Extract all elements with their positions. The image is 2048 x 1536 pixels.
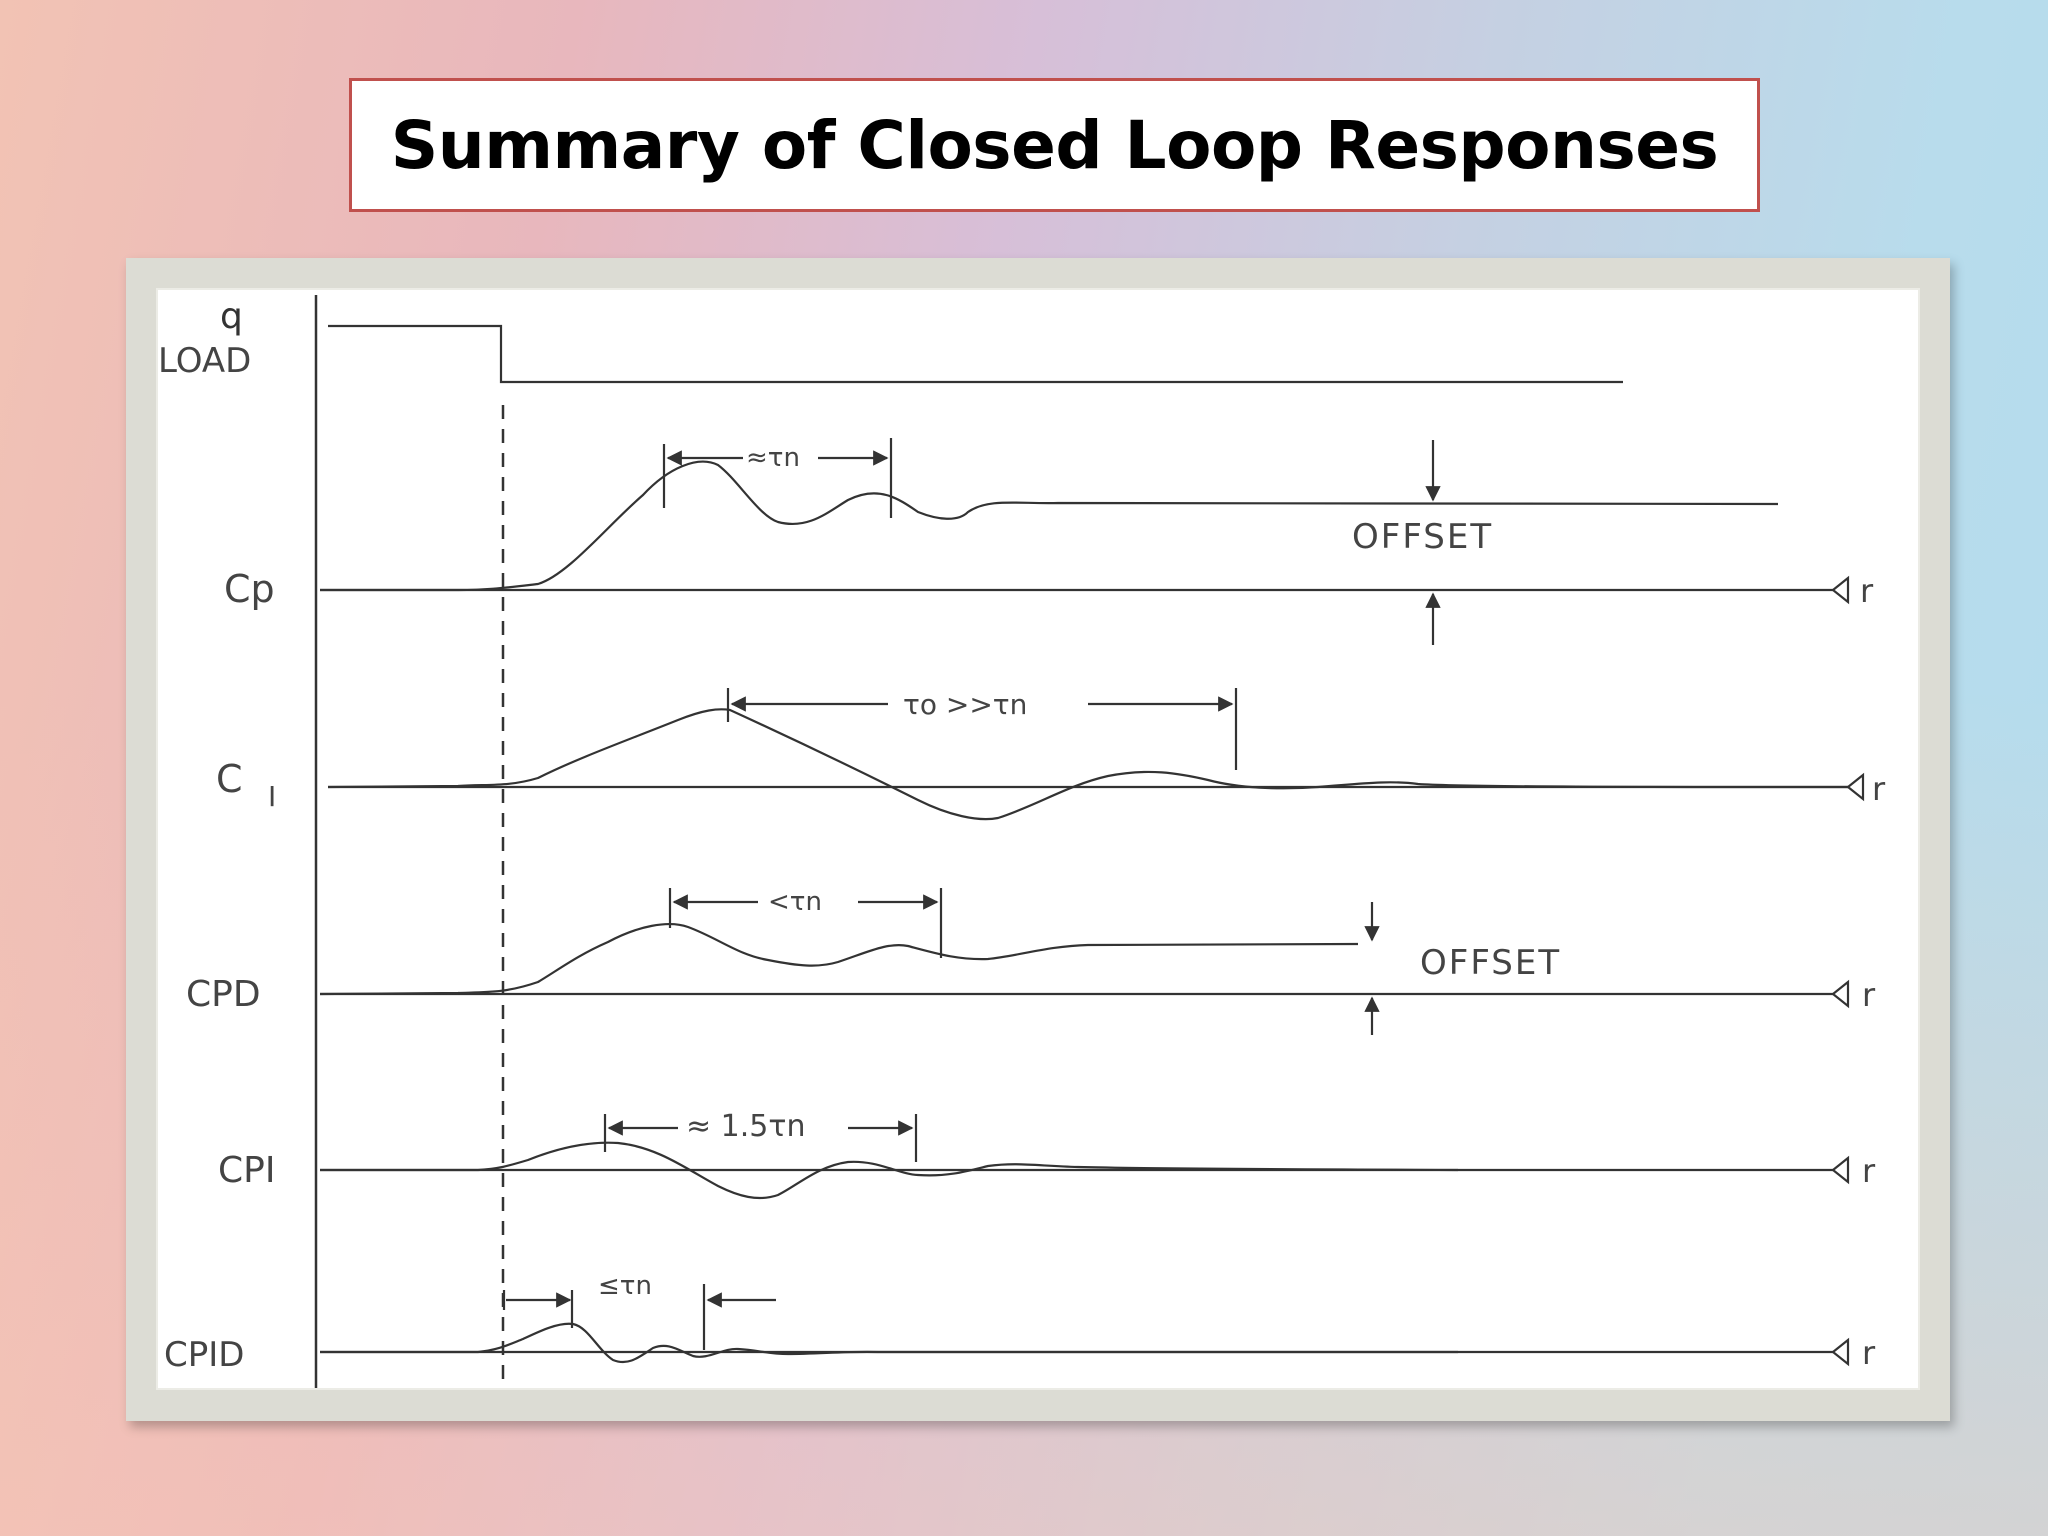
title-box: Summary of Closed Loop Responses bbox=[349, 78, 1760, 212]
cpd-label: CPD bbox=[186, 974, 261, 1015]
cpi-period-label: ≈ 1.5τn bbox=[686, 1109, 805, 1144]
ci-setpoint-marker bbox=[1846, 772, 1865, 802]
closed-loop-response-diagram: q LOAD ≈τn OFFSET Cp r τo >>τn C bbox=[158, 295, 1886, 1388]
cpi-response-curve bbox=[320, 1141, 1459, 1200]
cp-period-label: ≈τn bbox=[746, 443, 800, 473]
ci-label-subscript: I bbox=[268, 780, 276, 813]
cpid-setpoint-label: r bbox=[1862, 1334, 1876, 1372]
ci-setpoint-label: r bbox=[1872, 770, 1886, 808]
figure-frame: q LOAD ≈τn OFFSET Cp r τo >>τn C bbox=[126, 258, 1950, 1421]
load-step-trace bbox=[328, 324, 1623, 384]
load-q-label: q bbox=[220, 296, 243, 337]
cp-offset-label: OFFSET bbox=[1352, 517, 1493, 557]
cpid-period-label: ≤τn bbox=[598, 1271, 652, 1301]
ci-response-curve bbox=[327, 708, 1849, 821]
cpid-setpoint-marker bbox=[1831, 1337, 1850, 1367]
cp-setpoint-label: r bbox=[1860, 572, 1874, 610]
cpd-period-label: <τn bbox=[768, 887, 822, 917]
cp-response-curve bbox=[320, 460, 1779, 592]
slide-title: Summary of Closed Loop Responses bbox=[390, 106, 1719, 184]
cpid-response-curve bbox=[320, 1322, 1458, 1364]
ci-period-label: τo >>τn bbox=[903, 688, 1027, 721]
cpd-setpoint-label: r bbox=[1862, 976, 1876, 1014]
cpi-setpoint-label: r bbox=[1862, 1152, 1876, 1190]
cp-setpoint-marker bbox=[1831, 575, 1850, 605]
cp-label: Cp bbox=[224, 567, 275, 611]
load-label: LOAD bbox=[158, 341, 251, 381]
cpd-response-curve bbox=[319, 923, 1359, 996]
figure-inner: q LOAD ≈τn OFFSET Cp r τo >>τn C bbox=[156, 288, 1920, 1390]
cpid-label: CPID bbox=[164, 1335, 244, 1375]
cpi-setpoint-marker bbox=[1831, 1155, 1850, 1185]
ci-label: C bbox=[216, 757, 243, 801]
cpi-label: CPI bbox=[218, 1150, 275, 1191]
cpd-offset-label: OFFSET bbox=[1420, 943, 1561, 983]
cpd-setpoint-marker bbox=[1831, 979, 1850, 1009]
